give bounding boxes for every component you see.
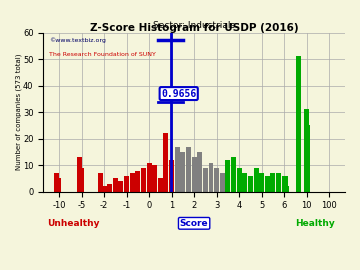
Bar [225,160,230,192]
Bar [253,168,258,192]
Bar [124,176,129,192]
Text: 0.9656: 0.9656 [161,89,196,99]
Bar [147,163,152,192]
Bar [102,187,107,192]
Bar [158,178,163,192]
Bar [208,163,213,192]
Text: Healthy: Healthy [295,219,335,228]
Bar [276,173,281,192]
Text: Sector: Industrials: Sector: Industrials [153,21,235,30]
Bar [192,157,197,192]
Bar [169,160,174,192]
Bar [186,147,191,192]
Bar [214,168,219,192]
Text: Unhealthy: Unhealthy [47,219,100,228]
Bar [118,181,123,192]
Bar [113,178,118,192]
Bar [163,133,168,192]
Bar [77,157,82,192]
Text: The Research Foundation of SUNY: The Research Foundation of SUNY [49,52,156,57]
Bar [175,147,180,192]
Bar [259,173,264,192]
Bar [237,168,242,192]
Bar [79,168,84,192]
Bar [107,184,112,192]
Bar [197,152,202,192]
Bar [265,176,270,192]
Bar [282,176,287,192]
Bar [54,173,59,192]
Text: ©www.textbiz.org: ©www.textbiz.org [49,37,106,43]
Bar [130,173,135,192]
Bar [248,176,253,192]
Y-axis label: Number of companies (573 total): Number of companies (573 total) [15,54,22,170]
Bar [180,152,185,192]
Bar [231,157,236,192]
Bar [57,178,62,192]
Bar [152,165,157,192]
Bar [304,109,309,192]
Bar [203,168,208,192]
Bar [305,125,310,192]
Bar [141,168,146,192]
Bar [270,173,275,192]
Title: Z-Score Histogram for USDP (2016): Z-Score Histogram for USDP (2016) [90,22,298,32]
Bar [296,56,301,192]
Bar [242,173,247,192]
Bar [283,176,288,192]
Text: Score: Score [180,219,208,228]
Bar [135,171,140,192]
Bar [98,173,103,192]
Bar [284,187,289,192]
Bar [220,173,225,192]
